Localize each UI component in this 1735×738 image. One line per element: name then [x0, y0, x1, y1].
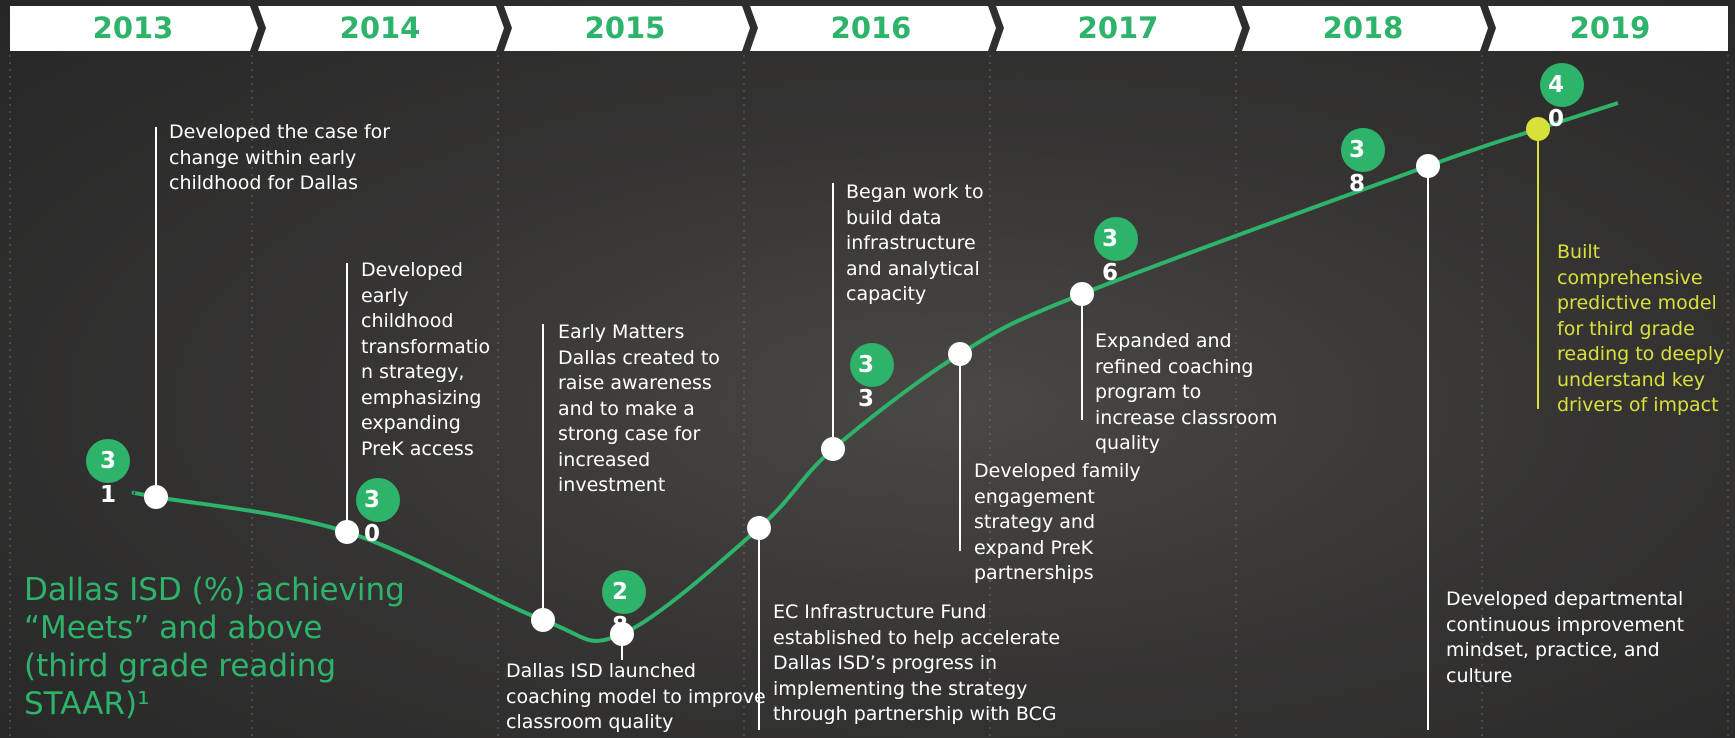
event-text: Began work to build data infrastructure …	[846, 180, 996, 308]
event-text: Developed early childhood transformatio …	[361, 258, 497, 462]
metric-label: Dallas ISD (%) achieving “Meets” and abo…	[24, 571, 414, 723]
score: 30	[361, 483, 383, 551]
event-text: Dallas ISD launched coaching model to im…	[506, 659, 770, 736]
year: 2013	[23, 6, 243, 51]
score: 36	[1099, 222, 1121, 290]
score: 31	[97, 444, 119, 512]
event-text: EC Infrastructure Fund established to he…	[773, 600, 1073, 728]
event-text: Built comprehensive predictive model for…	[1557, 240, 1735, 419]
event-text: Expanded and refined coaching program to…	[1095, 329, 1285, 457]
timeline: 2013 2014 2015 2016 2017 2018 2019 31 30…	[0, 0, 1735, 738]
year: 2018	[1253, 6, 1473, 51]
score: 28	[609, 575, 631, 643]
event-text: Developed family engagement strategy and…	[974, 459, 1154, 587]
score: 40	[1545, 68, 1567, 136]
year: 2015	[515, 6, 735, 51]
year: 2014	[270, 6, 490, 51]
year: 2017	[1008, 6, 1228, 51]
year: 2019	[1500, 6, 1720, 51]
score: 33	[855, 348, 877, 416]
score: 38	[1346, 133, 1368, 201]
event-text: Early Matters Dallas created to raise aw…	[558, 320, 728, 499]
event-text: Developed the case for change within ear…	[169, 120, 409, 197]
event-text: Developed departmental continuous improv…	[1446, 587, 1686, 689]
year: 2016	[761, 6, 981, 51]
